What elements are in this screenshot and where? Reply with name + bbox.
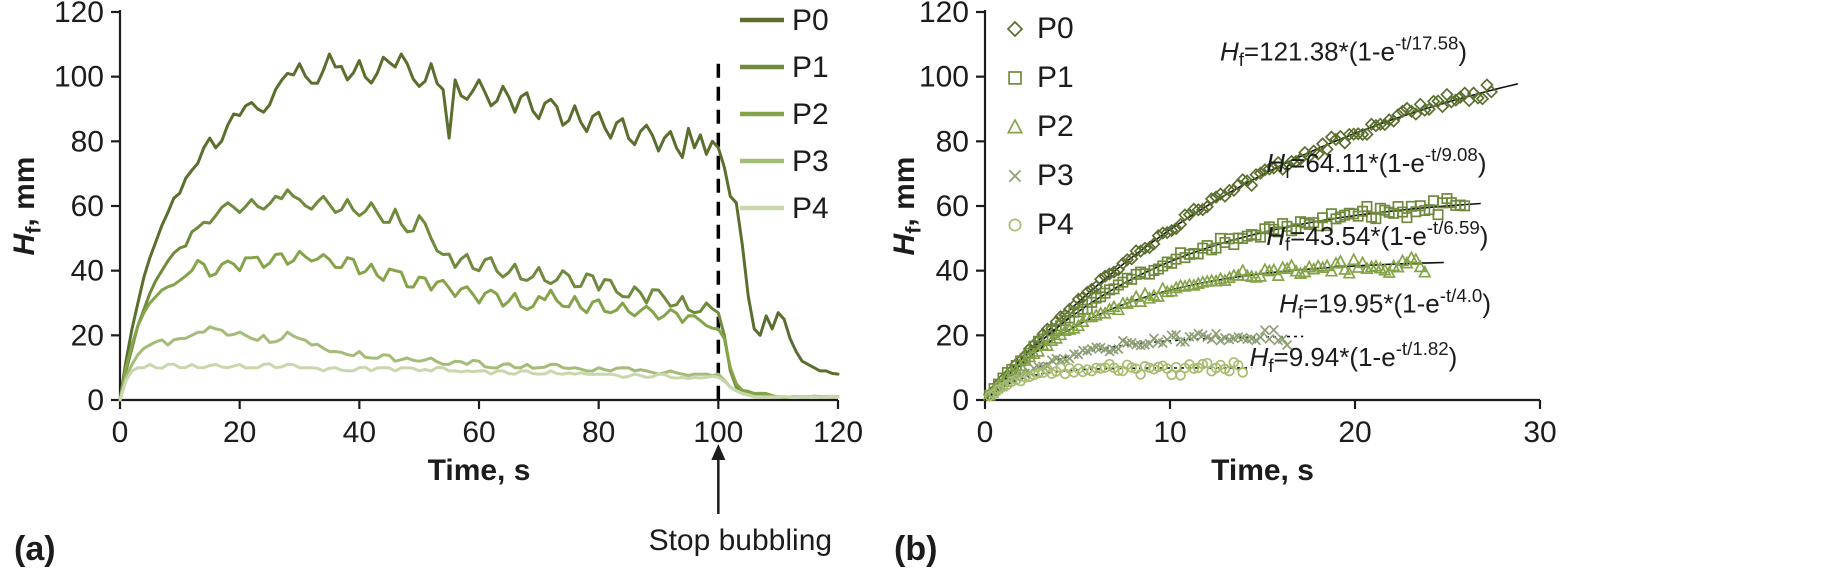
- svg-text:Stop bubbling: Stop bubbling: [649, 524, 833, 557]
- svg-text:(b): (b): [894, 530, 937, 568]
- svg-text:Time, s: Time, s: [428, 454, 531, 487]
- svg-text:P2: P2: [792, 98, 829, 131]
- svg-text:Time, s: Time, s: [1211, 454, 1314, 487]
- svg-text:Hf, mm: Hf, mm: [888, 157, 926, 256]
- svg-text:P1: P1: [1037, 61, 1074, 94]
- svg-text:120: 120: [919, 0, 969, 29]
- svg-text:Hf=43.54*(1-e-t/6.59): Hf=43.54*(1-e-t/6.59): [1266, 217, 1488, 255]
- panel-b-chart: 0 10 20 30 0 20 40 60 80 100 120 Time, s Hf, mm (b) Hf…: [888, 0, 1557, 568]
- svg-text:P2: P2: [1037, 110, 1074, 143]
- panel-a-chart: 0 20 40 60 80 100 120 0 20 40 60 80 100 120 Time, s Hf,…: [8, 0, 863, 568]
- svg-text:(a): (a): [14, 530, 56, 568]
- svg-text:Hf=121.38*(1-e-t/17.58): Hf=121.38*(1-e-t/17.58): [1220, 33, 1467, 71]
- svg-text:P0: P0: [792, 4, 829, 37]
- svg-text:10: 10: [1153, 416, 1186, 449]
- svg-text:60: 60: [71, 190, 104, 223]
- svg-text:80: 80: [71, 125, 104, 158]
- svg-text:P4: P4: [792, 192, 829, 225]
- svg-text:40: 40: [71, 255, 104, 288]
- svg-text:20: 20: [223, 416, 256, 449]
- svg-text:Hf=9.94*(1-e-t/1.82): Hf=9.94*(1-e-t/1.82): [1250, 338, 1458, 376]
- svg-text:40: 40: [936, 255, 969, 288]
- svg-text:Hf=19.95*(1-e-t/4.0): Hf=19.95*(1-e-t/4.0): [1279, 285, 1491, 323]
- svg-text:20: 20: [936, 319, 969, 352]
- svg-text:P4: P4: [1037, 208, 1074, 241]
- svg-text:P3: P3: [792, 145, 829, 178]
- svg-text:P0: P0: [1037, 12, 1074, 45]
- svg-text:Hf, mm: Hf, mm: [8, 157, 46, 256]
- svg-text:Hf=64.11*(1-e-t/9.08): Hf=64.11*(1-e-t/9.08): [1266, 144, 1486, 182]
- svg-text:60: 60: [936, 190, 969, 223]
- svg-text:P1: P1: [792, 51, 829, 84]
- svg-text:20: 20: [71, 319, 104, 352]
- svg-text:100: 100: [54, 61, 104, 94]
- svg-text:120: 120: [813, 416, 863, 449]
- svg-text:120: 120: [54, 0, 104, 29]
- svg-text:30: 30: [1523, 416, 1556, 449]
- svg-text:20: 20: [1338, 416, 1371, 449]
- svg-text:0: 0: [977, 416, 994, 449]
- svg-text:P3: P3: [1037, 159, 1074, 192]
- svg-text:40: 40: [343, 416, 376, 449]
- svg-text:60: 60: [462, 416, 495, 449]
- svg-text:80: 80: [582, 416, 615, 449]
- svg-text:0: 0: [952, 384, 969, 417]
- svg-text:80: 80: [936, 125, 969, 158]
- svg-text:0: 0: [87, 384, 104, 417]
- svg-text:100: 100: [693, 416, 743, 449]
- svg-text:0: 0: [112, 416, 129, 449]
- svg-text:100: 100: [919, 61, 969, 94]
